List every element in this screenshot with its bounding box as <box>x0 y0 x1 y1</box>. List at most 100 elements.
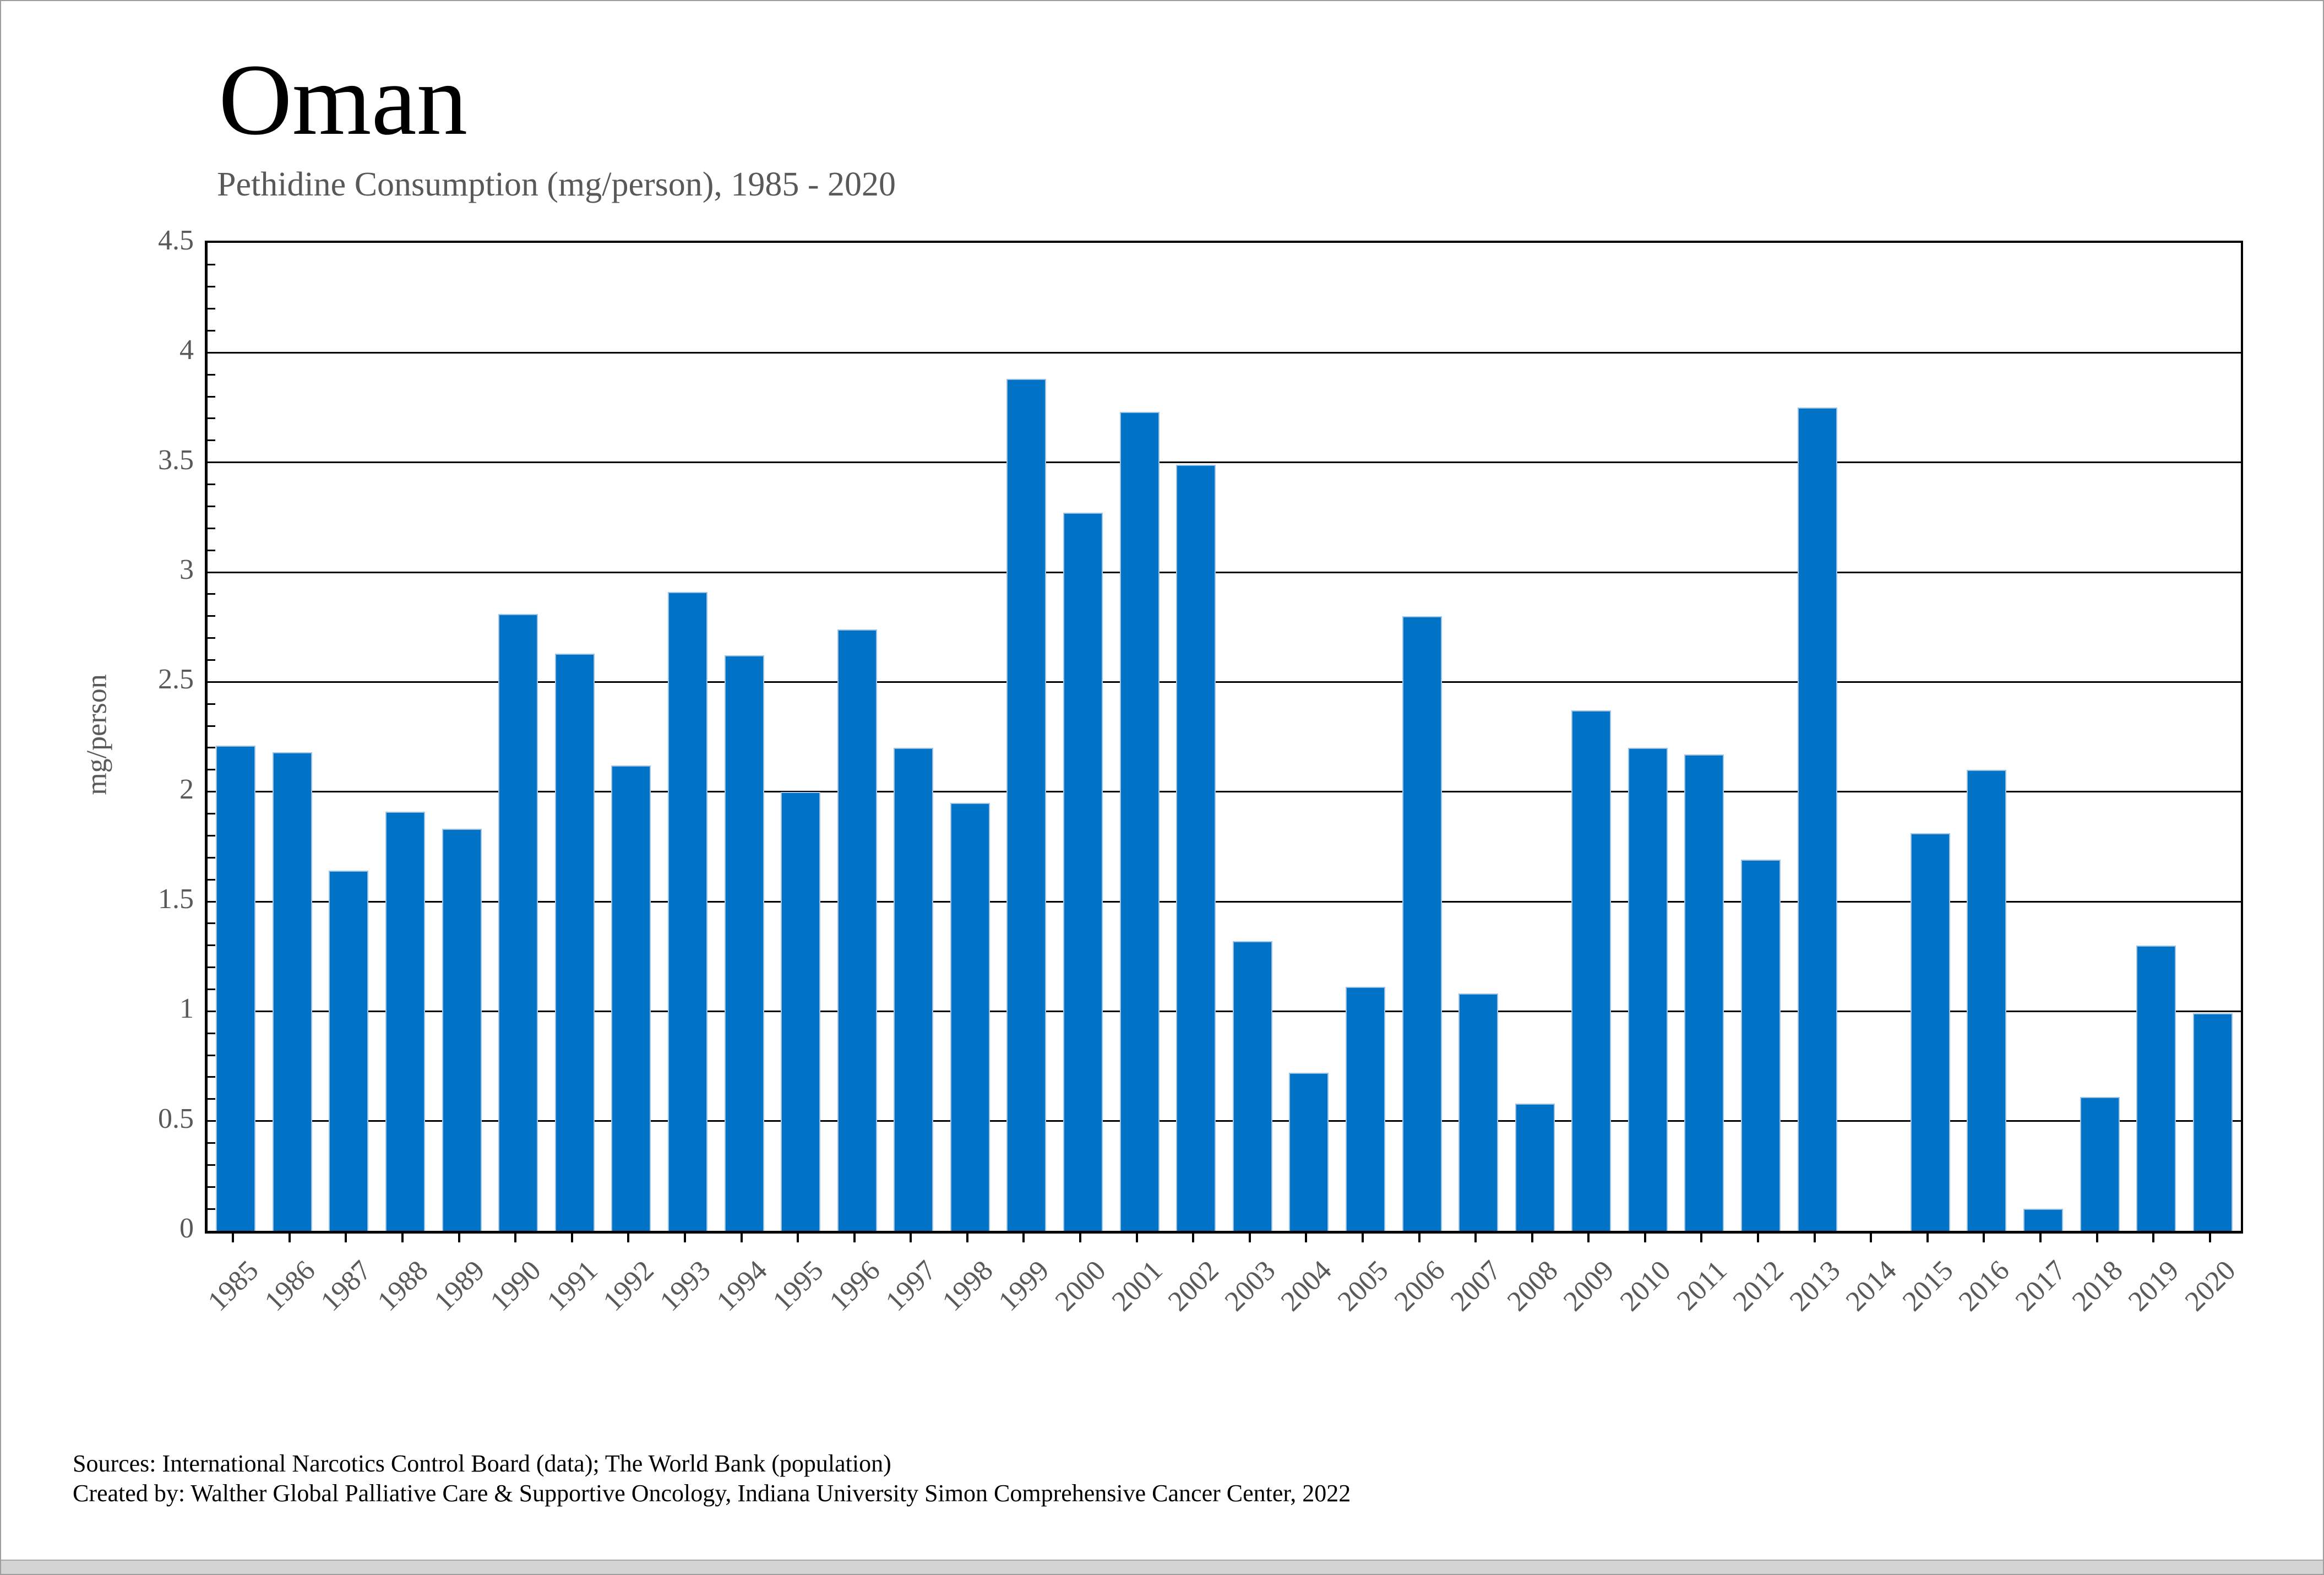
x-axis-tick <box>1643 1231 1646 1242</box>
y-axis-minor-tick <box>208 1098 215 1100</box>
bar <box>1289 1072 1329 1231</box>
y-axis-minor-tick <box>208 922 215 925</box>
y-axis-minor-tick <box>208 264 215 266</box>
y-axis-minor-tick <box>208 659 215 661</box>
bar <box>1910 833 1950 1231</box>
x-axis-tick <box>1983 1231 1985 1242</box>
bar <box>554 653 595 1231</box>
bar <box>385 811 426 1231</box>
bar <box>272 752 312 1231</box>
x-axis-tick <box>1248 1231 1251 1242</box>
x-axis-tick <box>1926 1231 1929 1242</box>
y-tick-label: 0 <box>179 1213 194 1244</box>
y-axis-minor-tick <box>208 878 215 881</box>
x-axis-tick <box>627 1231 630 1242</box>
y-axis-minor-tick <box>208 308 215 310</box>
x-axis-tick <box>797 1231 799 1242</box>
x-axis-tick <box>1305 1231 1308 1242</box>
x-axis-tick <box>683 1231 686 1242</box>
x-axis-tick <box>1700 1231 1703 1242</box>
bar <box>2136 945 2176 1231</box>
x-axis-tick <box>1022 1231 1025 1242</box>
y-axis-minor-tick <box>208 329 215 332</box>
x-axis-tick <box>345 1231 347 1242</box>
x-axis-tick <box>1870 1231 1873 1242</box>
x-axis-tick <box>1587 1231 1590 1242</box>
plot-area <box>205 241 2243 1234</box>
x-axis-tick <box>458 1231 460 1242</box>
x-axis-tick <box>1192 1231 1195 1242</box>
y-axis-minor-tick <box>208 395 215 398</box>
bar <box>611 765 651 1231</box>
x-axis-tick <box>740 1231 743 1242</box>
bar <box>1571 710 1612 1231</box>
x-axis-tick <box>1135 1231 1138 1242</box>
gridline <box>208 791 2241 793</box>
y-axis-minor-tick <box>208 505 215 507</box>
bar <box>1176 464 1216 1231</box>
y-tick-label: 2 <box>179 773 194 805</box>
x-axis-tick <box>1474 1231 1477 1242</box>
y-axis-minor-tick <box>208 703 215 705</box>
x-axis-tick <box>1361 1231 1364 1242</box>
window-bottom-edge <box>1 1560 2323 1574</box>
gridline <box>208 351 2241 354</box>
y-axis-minor-tick <box>208 1164 215 1166</box>
bar <box>216 745 256 1231</box>
x-axis-tick <box>232 1231 235 1242</box>
bar <box>1967 769 2007 1231</box>
y-axis-minor-tick <box>208 725 215 727</box>
y-axis-minor-tick <box>208 615 215 617</box>
y-axis-minor-tick <box>208 1076 215 1078</box>
gridline <box>208 1120 2241 1122</box>
bar <box>781 791 821 1231</box>
bar <box>1345 987 1385 1231</box>
x-axis-tick <box>2039 1231 2042 1242</box>
bar <box>329 871 369 1231</box>
bar <box>2080 1096 2120 1231</box>
y-tick-label: 2.5 <box>158 664 194 696</box>
page-title: Oman <box>219 44 468 156</box>
x-axis-tick <box>288 1231 291 1242</box>
y-tick-label: 1.5 <box>158 883 194 915</box>
y-axis-minor-tick <box>208 944 215 947</box>
bar <box>1006 379 1047 1231</box>
y-tick-label: 0.5 <box>158 1102 194 1134</box>
bar <box>442 829 482 1231</box>
bar <box>1628 747 1668 1231</box>
y-axis-minor-tick <box>208 856 215 859</box>
y-axis-minor-tick <box>208 637 215 639</box>
y-axis-minor-tick <box>208 549 215 551</box>
y-axis-minor-tick <box>208 966 215 969</box>
y-axis-minor-tick <box>208 527 215 529</box>
y-axis-minor-tick <box>208 769 215 771</box>
bar <box>1515 1103 1555 1231</box>
x-axis-tick <box>570 1231 573 1242</box>
bar <box>1402 616 1442 1231</box>
x-axis-tick <box>1418 1231 1420 1242</box>
chart-subtitle: Pethidine Consumption (mg/person), 1985 … <box>217 166 896 203</box>
y-axis-minor-tick <box>208 747 215 749</box>
x-axis-tick <box>2096 1231 2098 1242</box>
bar <box>498 613 538 1231</box>
y-tick-label: 1 <box>179 993 194 1025</box>
gridline <box>208 1010 2241 1012</box>
y-axis-minor-tick <box>208 834 215 837</box>
x-axis-tick <box>1531 1231 1533 1242</box>
gridline <box>208 681 2241 683</box>
bar <box>1741 860 1781 1231</box>
y-axis-minor-tick <box>208 813 215 815</box>
bar <box>837 629 877 1231</box>
bar <box>1458 993 1499 1231</box>
y-axis-minor-tick <box>208 1032 215 1034</box>
gridline <box>208 461 2241 464</box>
bar <box>1684 754 1724 1231</box>
gridline <box>208 571 2241 573</box>
x-axis-tick <box>853 1231 856 1242</box>
bar <box>1232 941 1272 1231</box>
y-axis-minor-tick <box>208 988 215 990</box>
y-axis-minor-tick <box>208 1186 215 1188</box>
bar <box>1797 408 1837 1231</box>
bar <box>1063 513 1103 1231</box>
